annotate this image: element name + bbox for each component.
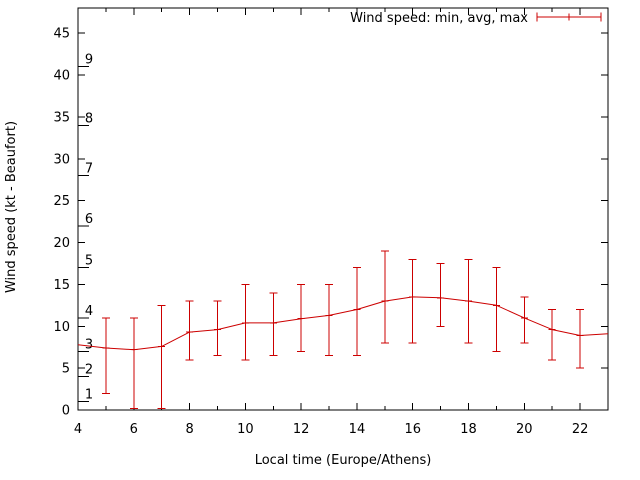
y-tick-label: 0 [62, 404, 70, 419]
avg-wind-line [77, 296, 609, 351]
beaufort-label: 4 [85, 304, 93, 319]
x-axis-title: Local time (Europe/Athens) [255, 453, 432, 468]
x-tick-label: 10 [237, 422, 254, 437]
beaufort-label: 1 [85, 388, 93, 403]
x-tick-label: 4 [74, 422, 82, 437]
x-tick-label: 16 [404, 422, 421, 437]
x-tick-label: 8 [185, 422, 193, 437]
x-tick-label: 14 [349, 422, 366, 437]
beaufort-label: 3 [85, 337, 93, 352]
beaufort-scale: 1 2 3 4 5 6 7 8 9 [78, 53, 93, 403]
x-tick-label: 12 [293, 422, 310, 437]
beaufort-label: 9 [85, 53, 93, 68]
beaufort-label: 5 [85, 254, 93, 269]
y-tick-label: 45 [53, 27, 70, 42]
axes [77, 7, 609, 411]
y-tick-label: 5 [62, 362, 70, 377]
legend-errorbar-sample [536, 12, 602, 22]
beaufort-label: 8 [85, 111, 93, 126]
x-tick-label: 22 [572, 422, 589, 437]
beaufort-label: 6 [85, 212, 93, 227]
legend-label: Wind speed: min, avg, max [350, 11, 528, 26]
beaufort-label: 2 [85, 363, 93, 378]
y-tick-label: 25 [53, 194, 70, 209]
wind-series [77, 250, 609, 409]
y-tick-label: 15 [53, 278, 70, 293]
beaufort-label: 7 [85, 162, 93, 177]
x-tick-label: 20 [516, 422, 533, 437]
x-tick-label: 6 [130, 422, 138, 437]
x-tick-label: 18 [460, 422, 477, 437]
y-tick-label: 10 [53, 320, 70, 335]
y-tick-label: 35 [53, 110, 70, 125]
y-tick-label: 20 [53, 236, 70, 251]
y-axis-title: Wind speed (kt - Beaufort) [4, 121, 19, 293]
plot-area: 4 6 8 10 12 14 16 18 20 2205101520253035404512345… [53, 7, 609, 437]
y-tick-label: 40 [53, 69, 70, 84]
y-tick-label: 30 [53, 152, 70, 167]
